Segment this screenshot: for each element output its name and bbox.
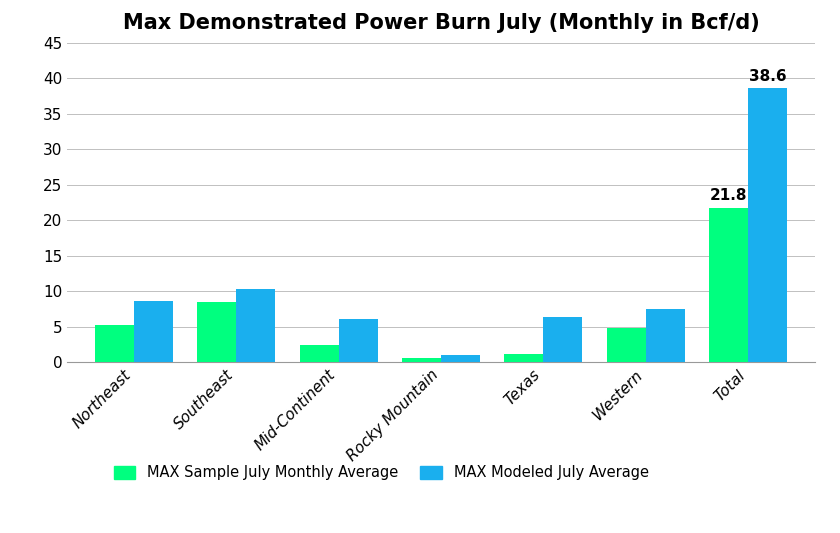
Bar — [709, 207, 748, 362]
Bar — [236, 289, 275, 362]
Bar — [197, 302, 236, 362]
Bar — [134, 301, 173, 362]
Legend: MAX Sample July Monthly Average, MAX Modeled July Average: MAX Sample July Monthly Average, MAX Mod… — [108, 459, 654, 486]
Text: 38.6: 38.6 — [749, 69, 786, 84]
Bar — [339, 319, 377, 362]
Bar — [646, 309, 685, 362]
Title: Max Demonstrated Power Burn July (Monthly in Bcf/d): Max Demonstrated Power Burn July (Monthl… — [123, 13, 759, 33]
Bar — [441, 356, 480, 362]
Text: 21.8: 21.8 — [710, 188, 748, 203]
Bar — [748, 88, 787, 362]
Bar — [402, 358, 441, 362]
Bar — [543, 317, 582, 362]
Bar — [505, 354, 543, 362]
Bar — [95, 325, 134, 362]
Bar — [607, 328, 646, 362]
Bar — [300, 345, 339, 362]
